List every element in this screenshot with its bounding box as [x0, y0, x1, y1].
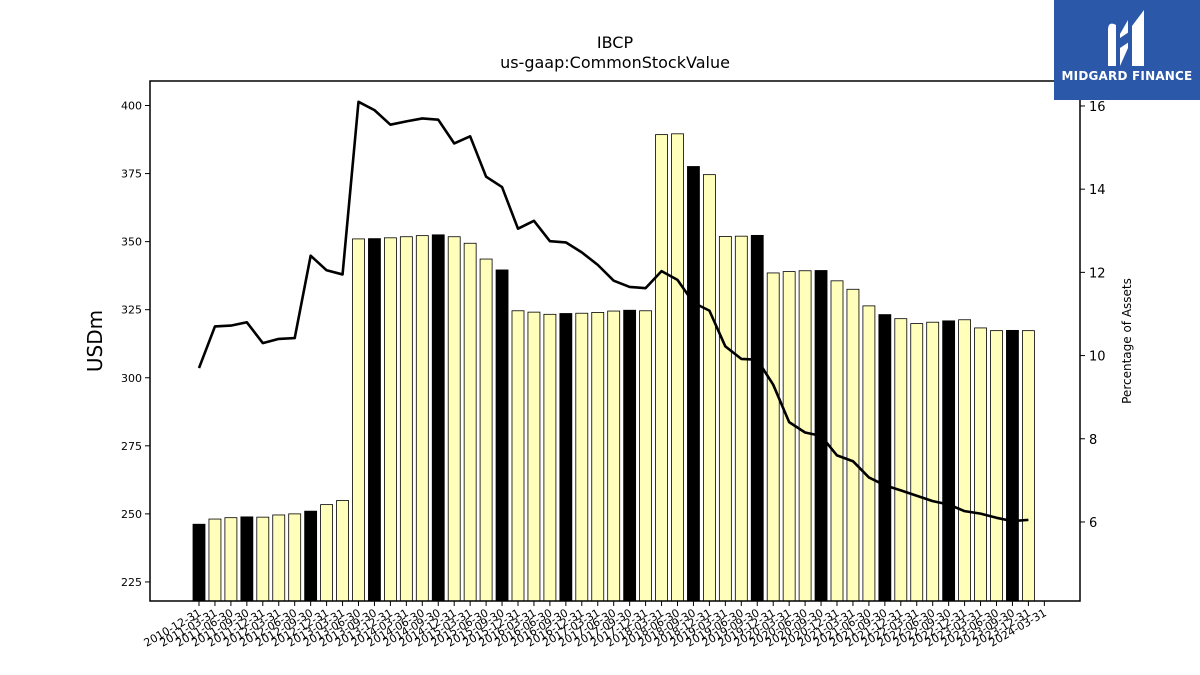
- bar: [655, 134, 668, 602]
- bar-group: [192, 133, 1035, 602]
- bar: [463, 242, 477, 602]
- logo-text: MIDGARD FINANCE: [1061, 69, 1193, 83]
- bar: [336, 500, 349, 602]
- y-tick-label: 375: [121, 168, 142, 181]
- bar: [734, 235, 748, 602]
- bar: [224, 517, 238, 602]
- y-tick-label: 400: [121, 100, 142, 113]
- bar: [447, 236, 461, 602]
- bar: [703, 174, 716, 602]
- bar: [415, 235, 429, 602]
- plot-frame: [149, 80, 1081, 602]
- y2-tick-label: 10: [1089, 350, 1106, 365]
- percentage-of-assets-line: [197, 100, 1029, 523]
- bar: [431, 234, 445, 602]
- bar: [782, 271, 796, 602]
- y-tick-label: 325: [121, 304, 142, 317]
- bar: [575, 312, 589, 602]
- bar: [639, 310, 652, 602]
- midgard-m-logo-icon: [1108, 10, 1144, 67]
- bar: [383, 237, 397, 602]
- bar: [718, 236, 732, 602]
- bar: [288, 513, 302, 602]
- bar: [798, 270, 812, 602]
- y2-tick-label: 16: [1089, 100, 1106, 115]
- bar: [750, 234, 764, 602]
- bar: [830, 280, 844, 602]
- bar: [894, 318, 908, 602]
- bar: [878, 314, 892, 602]
- bar: [527, 311, 541, 602]
- bar: [910, 323, 924, 602]
- bar: [1006, 329, 1019, 602]
- bar: [256, 516, 270, 602]
- bar: [862, 305, 876, 602]
- bar: [591, 312, 605, 602]
- midgard-finance-logo: MIDGARD FINANCE: [1054, 0, 1200, 100]
- bar: [511, 310, 525, 602]
- y-tick-label: 350: [121, 236, 142, 249]
- bar: [272, 514, 286, 602]
- bar: [304, 510, 318, 602]
- bar: [495, 269, 509, 602]
- bar: [192, 523, 206, 602]
- bar: [368, 238, 381, 602]
- y-tick-label: 300: [121, 372, 142, 385]
- chart-subtitle: us-gaap:CommonStockValue: [500, 53, 730, 72]
- y2-axis-label: Percentage of Assets: [1120, 278, 1134, 404]
- bar: [543, 313, 557, 602]
- bar: [240, 516, 254, 602]
- y-axis-label: USDm: [83, 310, 107, 372]
- bar: [974, 327, 987, 602]
- bar: [559, 313, 573, 602]
- bar: [846, 288, 860, 602]
- bar: [208, 518, 222, 602]
- bar: [320, 504, 334, 602]
- bar: [942, 320, 956, 602]
- y2-tick-label: 14: [1089, 183, 1106, 198]
- bar: [623, 309, 637, 602]
- bar: [352, 238, 365, 602]
- bar: [607, 310, 621, 602]
- y-tick-label: 225: [121, 576, 142, 589]
- bar: [990, 330, 1003, 602]
- bar: [958, 319, 971, 602]
- y2-tick-label: 12: [1089, 266, 1106, 281]
- y-tick-label: 275: [121, 440, 142, 453]
- bar: [399, 236, 413, 602]
- y2-tick-label: 8: [1089, 433, 1097, 448]
- y-tick-label: 250: [121, 508, 142, 521]
- bar: [766, 272, 780, 602]
- line-series-group: [197, 100, 1029, 523]
- chart-title: IBCP: [597, 33, 634, 52]
- bar: [1022, 330, 1035, 602]
- bar: [687, 166, 700, 602]
- y2-tick-label: 6: [1089, 516, 1097, 531]
- axes-group: 22525027530032535037540068101214162010-1…: [121, 100, 1106, 650]
- bar: [926, 321, 940, 602]
- bar: [671, 133, 684, 602]
- bar: [479, 258, 493, 602]
